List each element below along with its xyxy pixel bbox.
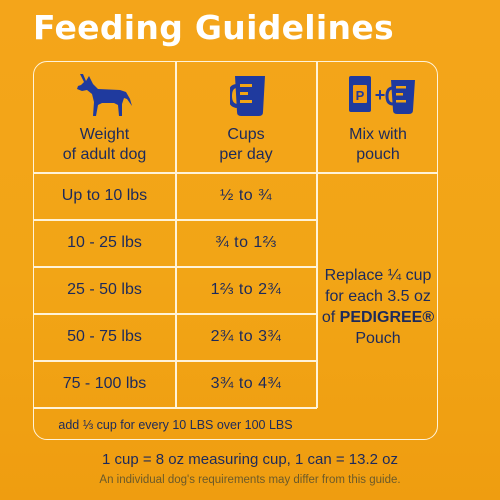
mix-line3-prefix: of (321, 309, 340, 326)
table-row-cups: ½ to ¾ (220, 187, 272, 204)
header-weight: Weight of adult dog (34, 124, 175, 166)
extra-note: add ⅓ cup for every 10 LBS over 100 LBS (58, 417, 293, 432)
header-weight-line1: Weight (79, 126, 130, 143)
header-mix: Mix with pouch (317, 124, 437, 166)
header-cups: Cups per day (176, 124, 316, 166)
table-row-weight: 10 - 25 lbs (67, 234, 142, 251)
divider (34, 407, 317, 409)
feeding-table: P + Weight of adult dog Cups per day Mix… (33, 61, 438, 440)
divider (34, 172, 437, 174)
header-mix-line2: pouch (356, 146, 400, 163)
pouch-letter: P (356, 88, 365, 103)
pouch-plus-cup-icon: P + (349, 76, 415, 114)
disclaimer: An individual dog's requirements may dif… (99, 474, 401, 486)
header-cups-line1: Cups (227, 126, 265, 143)
brand-name: PEDIGREE® (339, 309, 435, 326)
table-row-cups: 1⅔ to 2¾ (210, 281, 282, 298)
header-cups-line2: per day (219, 146, 273, 163)
divider (316, 62, 318, 408)
mix-line2: for each 3.5 oz (325, 288, 431, 305)
table-row-weight: 75 - 100 lbs (62, 375, 147, 392)
header-weight-line2: of adult dog (62, 146, 147, 163)
table-row-weight: 50 - 75 lbs (67, 328, 142, 345)
table-row-weight: 25 - 50 lbs (67, 281, 142, 298)
header-mix-line1: Mix with (349, 126, 407, 143)
plus-sign: + (375, 85, 386, 105)
mix-line3: of PEDIGREE® (322, 307, 434, 328)
divider (34, 313, 317, 315)
divider (34, 219, 317, 221)
divider (34, 360, 317, 362)
mix-line1: Replace ¼ cup (324, 267, 432, 284)
divider (34, 266, 317, 268)
table-row-cups: 2¾ to 3¾ (210, 328, 282, 345)
table-row-weight: Up to 10 lbs (61, 187, 148, 204)
mix-line4: Pouch (355, 330, 401, 347)
measurement-note: 1 cup = 8 oz measuring cup, 1 can = 13.2… (101, 451, 399, 468)
table-row-cups: 3¾ to 4¾ (210, 375, 282, 392)
measuring-cup-icon (230, 76, 265, 116)
mix-instructions: Replace ¼ cup for each 3.5 oz of PEDIGRE… (317, 173, 437, 439)
dog-icon (77, 74, 132, 116)
table-row-cups: ¾ to 1⅔ (215, 234, 277, 251)
divider (175, 62, 177, 408)
page-title: Feeding Guidelines (33, 8, 394, 47)
